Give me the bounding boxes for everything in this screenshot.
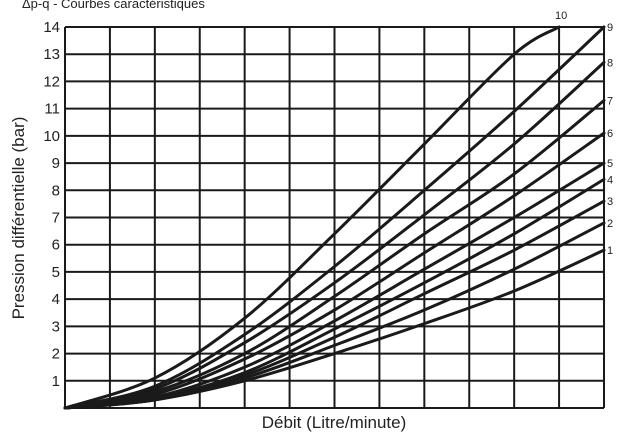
curve-label-5: 5: [607, 158, 613, 170]
curve-label-10: 10: [555, 10, 567, 22]
curve-label-9: 9: [607, 22, 613, 34]
y-tick-label: 14: [43, 19, 60, 36]
y-tick-label: 3: [52, 318, 60, 335]
grid: [64, 26, 605, 409]
y-tick-label: 12: [43, 73, 60, 90]
curve-6: [63, 131, 606, 410]
chart-title: Δp-q - Courbes caractéristiques: [22, 0, 205, 11]
curve-10: [63, 25, 561, 410]
curve-label-2: 2: [607, 218, 613, 230]
curve-7: [63, 98, 606, 410]
y-tick-label: 7: [52, 210, 60, 227]
y-tick-label: 4: [52, 291, 60, 308]
curve-8: [63, 60, 606, 410]
curve-5: [63, 161, 606, 410]
y-tick-label: 5: [52, 264, 60, 281]
y-tick-label: 11: [44, 101, 60, 118]
x-axis-title: Débit (Litre/minute): [262, 413, 407, 432]
y-tick-label: 9: [52, 155, 60, 172]
y-tick-label: 13: [43, 46, 60, 63]
y-tick-label: 1: [52, 373, 60, 390]
y-tick-label: 2: [52, 346, 60, 363]
y-tick-label: 6: [52, 237, 60, 254]
curve-label-1: 1: [607, 245, 613, 257]
y-tick-label: 10: [43, 128, 60, 145]
curves: [63, 25, 606, 410]
curve-label-6: 6: [607, 128, 613, 140]
curve-labels: 1 2 3 4 5 6 7 8 9 10: [555, 10, 613, 257]
curve-label-3: 3: [607, 196, 613, 208]
curve-label-4: 4: [607, 174, 613, 186]
curve-label-8: 8: [607, 57, 613, 69]
y-axis-title: Pression différentielle (bar): [9, 117, 28, 320]
curve-9: [63, 25, 606, 410]
y-tick-label: 8: [52, 182, 60, 199]
curve-label-7: 7: [607, 95, 613, 107]
